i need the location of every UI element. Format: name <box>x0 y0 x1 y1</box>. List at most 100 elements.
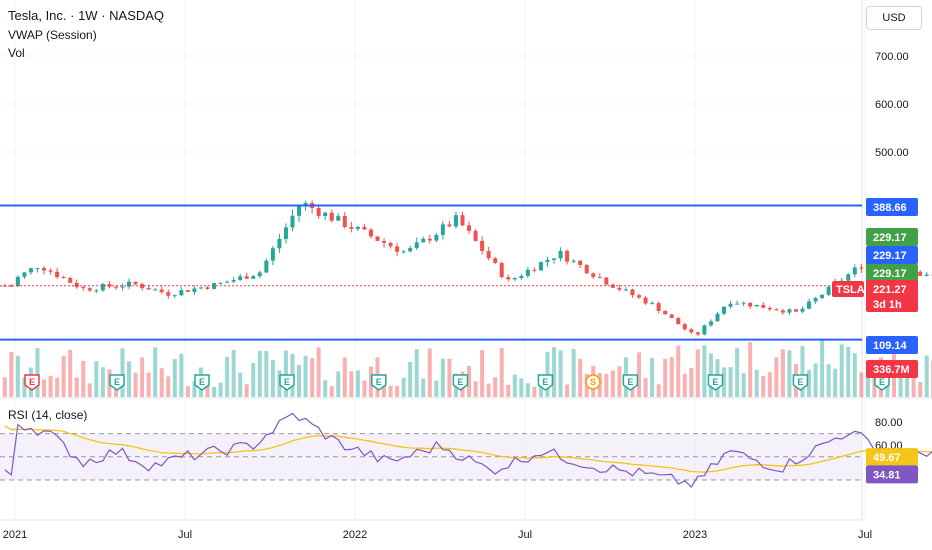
time-tick-label: Jul <box>858 529 872 541</box>
price-tick-label: 500.00 <box>875 147 909 159</box>
volume-bar <box>852 353 857 397</box>
volume-bar <box>74 377 79 397</box>
volume-bar <box>552 347 557 397</box>
rsi-ma-line <box>4 425 932 473</box>
volume-bar <box>486 383 491 397</box>
volume-bar <box>251 362 256 397</box>
volume-bar <box>401 377 406 397</box>
candle-body <box>153 289 158 291</box>
volume-bar <box>68 349 73 397</box>
candle-body <box>702 325 707 335</box>
candle-body <box>113 286 118 288</box>
price-tag-last-bg <box>866 280 918 298</box>
candle-body <box>61 277 66 279</box>
volume-bar <box>728 367 733 397</box>
candle-body <box>28 268 33 273</box>
candle-body <box>499 262 504 278</box>
volume-bar <box>257 350 262 397</box>
time-tick-label: 2022 <box>343 529 367 541</box>
candle-body <box>146 288 151 290</box>
volume-bar <box>722 367 727 397</box>
candle-body <box>355 226 360 229</box>
candle-body <box>329 212 334 221</box>
price-tags: 388.66 229.17 229.17 229.17 221.27 109.14 3d 1… <box>832 198 918 484</box>
volume-bar <box>512 374 517 397</box>
candle-body <box>35 268 40 270</box>
rsi-ma-tag-bg <box>866 448 918 467</box>
volume-bar <box>231 349 236 397</box>
candle-body <box>793 309 798 312</box>
candle-body <box>578 260 583 266</box>
candle-body <box>924 274 929 276</box>
candle-body <box>604 277 609 285</box>
price-tag-229-c-bg <box>866 264 918 282</box>
candle-body <box>349 227 354 229</box>
volume-bar <box>741 373 746 397</box>
candle-body <box>231 280 236 282</box>
volume-bar <box>342 357 347 397</box>
candle-body <box>735 303 740 305</box>
rsi-indicator-label[interactable]: RSI (14, close) <box>8 408 88 422</box>
candle-body <box>852 267 857 275</box>
volume-bar <box>166 376 171 397</box>
volume-bar <box>669 357 674 397</box>
volume-bar <box>382 382 387 397</box>
event-type-label: E <box>199 377 205 387</box>
volume-bar <box>355 370 360 397</box>
chart-title[interactable]: Tesla, Inc. · 1W · NASDAQ <box>8 8 165 23</box>
vwap-indicator-label[interactable]: VWAP (Session) <box>8 28 97 42</box>
volume-bar <box>218 382 223 397</box>
volume-bar <box>813 363 818 397</box>
earnings-events[interactable]: EEEEEEESEEEEEEEEEEE <box>24 374 932 391</box>
candle-body <box>584 265 589 274</box>
volume-bar <box>695 349 700 397</box>
volume-bar <box>519 378 524 397</box>
price-tag-388-bg <box>866 198 918 216</box>
volume-bar <box>427 348 432 397</box>
volume-bar <box>61 356 66 397</box>
candle-body <box>42 268 47 271</box>
volume-bar <box>918 382 923 397</box>
candle-body <box>728 303 733 307</box>
rsi-ma-tag: 49.67 <box>873 452 901 464</box>
rsi-tick-label: 80.00 <box>875 417 903 429</box>
volume-bar <box>833 368 838 397</box>
candle-body <box>290 215 295 228</box>
candle-body <box>630 289 635 296</box>
candle-body <box>447 224 452 227</box>
candle-body <box>813 298 818 302</box>
volume-bar <box>153 347 158 397</box>
volume-bar <box>682 373 687 397</box>
volume-bar <box>22 377 27 397</box>
volume-bar <box>532 386 537 397</box>
candle-body <box>643 297 648 304</box>
candle-body <box>15 276 20 287</box>
volume-bar <box>617 366 622 397</box>
volume-bar <box>565 384 570 397</box>
volume-bar <box>94 361 99 397</box>
event-type-label: E <box>29 377 35 387</box>
horizontal-lines[interactable] <box>0 204 862 341</box>
candle-body <box>323 212 328 217</box>
volume-bar <box>323 380 328 397</box>
volume-bar <box>774 357 779 397</box>
volume-bar <box>303 355 308 397</box>
candle-body <box>754 304 759 307</box>
candle-body <box>650 303 655 305</box>
volume-bar <box>643 378 648 397</box>
volume-bar <box>244 384 249 397</box>
candle-body <box>401 251 406 253</box>
price-tag-109-bg <box>866 336 918 354</box>
candle-body <box>212 283 217 289</box>
volume-indicator-label[interactable]: Vol <box>8 46 25 60</box>
candle-body <box>676 318 681 325</box>
price-tick-label: 600.00 <box>875 99 909 111</box>
volume-tag: 336.7M <box>873 364 910 376</box>
candle-body <box>807 301 812 309</box>
candle-body <box>192 288 197 292</box>
currency-button[interactable]: USD <box>866 6 922 30</box>
volume-bar <box>807 369 812 397</box>
candle-body <box>159 289 164 293</box>
candle-body <box>722 306 727 314</box>
